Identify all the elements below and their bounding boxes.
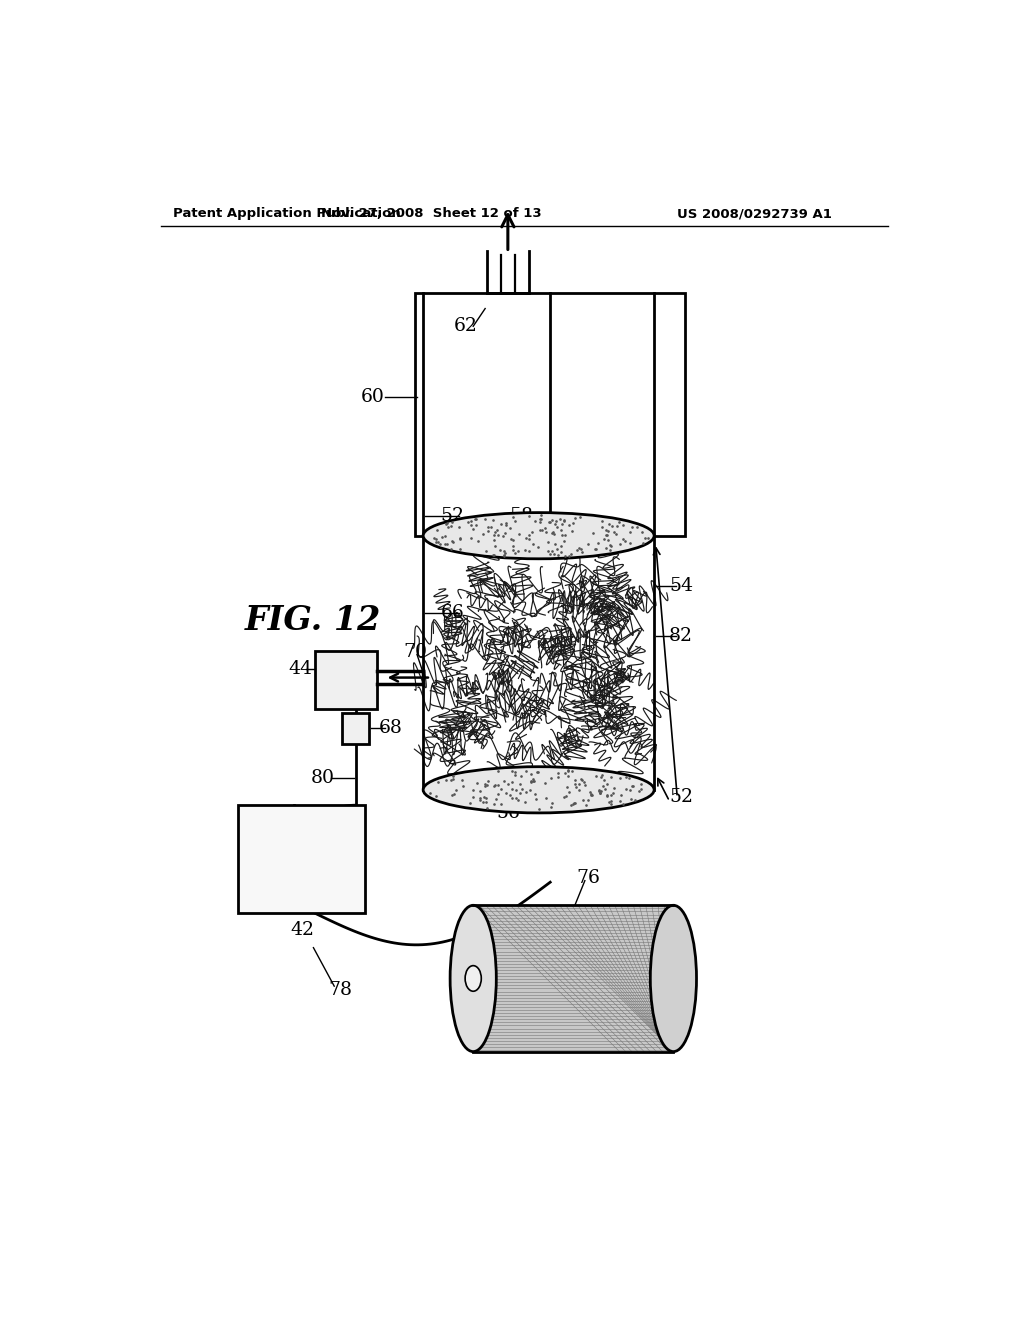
Text: Nov. 27, 2008  Sheet 12 of 13: Nov. 27, 2008 Sheet 12 of 13	[321, 207, 541, 220]
Text: 78: 78	[258, 834, 282, 853]
Text: 42: 42	[290, 921, 314, 939]
Ellipse shape	[423, 767, 654, 813]
Text: 62: 62	[454, 317, 477, 335]
Text: 52: 52	[669, 788, 693, 807]
Ellipse shape	[650, 906, 696, 1052]
Text: 54: 54	[669, 577, 693, 595]
Text: 82: 82	[669, 627, 693, 644]
Text: 66: 66	[440, 603, 464, 622]
Text: 76: 76	[577, 870, 601, 887]
Ellipse shape	[451, 906, 497, 1052]
Text: 52: 52	[440, 507, 465, 525]
Text: FIG. 12: FIG. 12	[245, 605, 381, 638]
Bar	[315, 651, 377, 709]
Text: 70: 70	[403, 643, 427, 661]
Ellipse shape	[423, 512, 654, 558]
Text: 80: 80	[311, 770, 335, 787]
Bar	[473, 906, 674, 1052]
Bar	[416, 293, 685, 536]
Text: 68: 68	[379, 719, 402, 737]
Text: Patent Application Publication: Patent Application Publication	[173, 207, 400, 220]
Text: US 2008/0292739 A1: US 2008/0292739 A1	[677, 207, 831, 220]
Text: 58: 58	[510, 507, 534, 525]
Text: 60: 60	[361, 388, 385, 407]
Text: 44: 44	[288, 660, 312, 677]
Text: 56: 56	[496, 804, 520, 822]
Text: 78: 78	[329, 981, 352, 999]
Bar	[239, 805, 366, 913]
Bar	[342, 713, 370, 743]
Ellipse shape	[465, 966, 481, 991]
